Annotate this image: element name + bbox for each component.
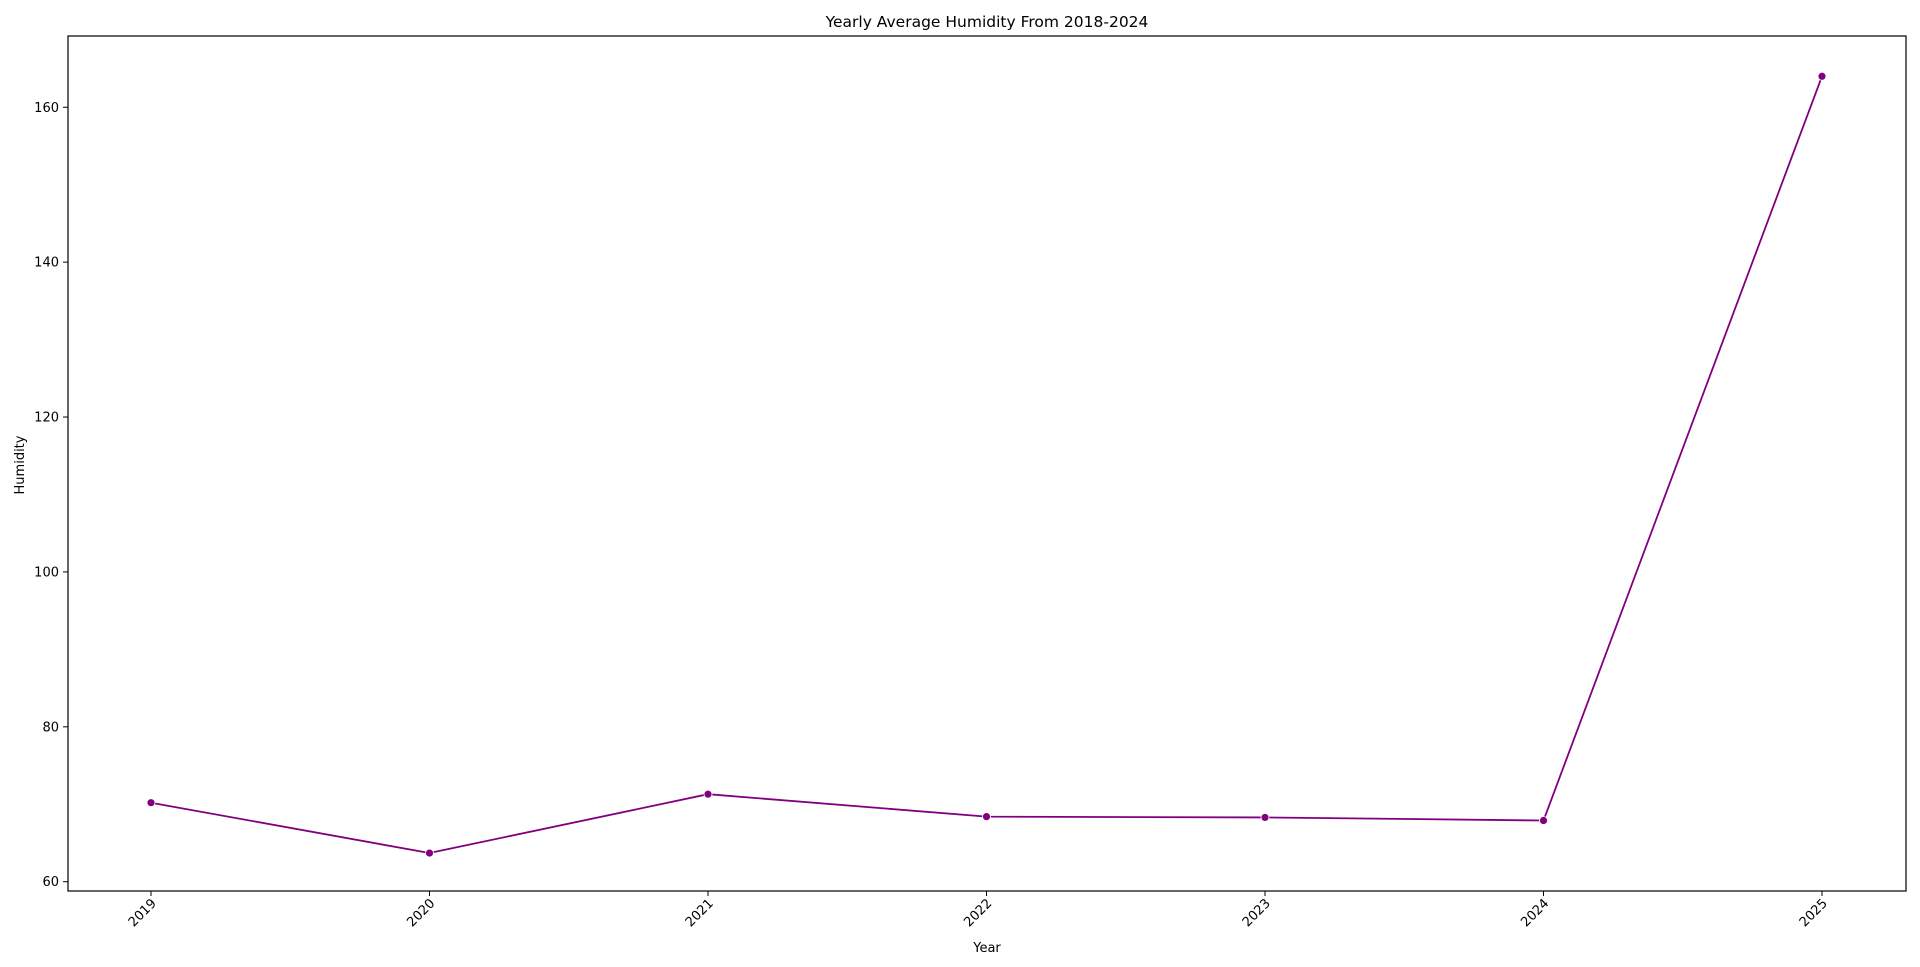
y-axis: 60 80 100 120 140 160 (34, 101, 68, 890)
x-tick-label: 2025 (1797, 896, 1831, 930)
y-tick-label: 100 (34, 565, 59, 580)
x-tick-label: 2022 (961, 896, 995, 930)
y-tick-label: 160 (34, 101, 59, 116)
chart-title: Yearly Average Humidity From 2018-2024 (825, 13, 1149, 31)
data-point (146, 798, 156, 808)
data-point (703, 789, 713, 799)
y-tick-label: 140 (34, 256, 59, 271)
data-point (982, 812, 991, 822)
x-tick-label: 2021 (683, 896, 717, 930)
y-tick-label: 60 (42, 875, 59, 890)
x-axis: 2019 2020 2021 2022 2023 2024 2025 (126, 891, 1831, 930)
data-point (1539, 816, 1548, 825)
series-line (150, 75, 1823, 854)
y-tick-label: 80 (42, 720, 59, 735)
y-axis-title: Humidity (13, 435, 28, 494)
data-point (1817, 71, 1827, 81)
x-tick-label: 2020 (404, 896, 438, 930)
x-tick-label: 2019 (126, 896, 160, 930)
series-layer (146, 71, 1827, 858)
plot-area (67, 35, 1907, 892)
x-tick-label: 2023 (1240, 896, 1274, 930)
x-axis-title: Year (972, 941, 1001, 956)
y-tick-label: 120 (34, 411, 59, 426)
data-point (425, 848, 434, 858)
data-point (1260, 813, 1270, 822)
x-tick-label: 2024 (1518, 896, 1552, 930)
